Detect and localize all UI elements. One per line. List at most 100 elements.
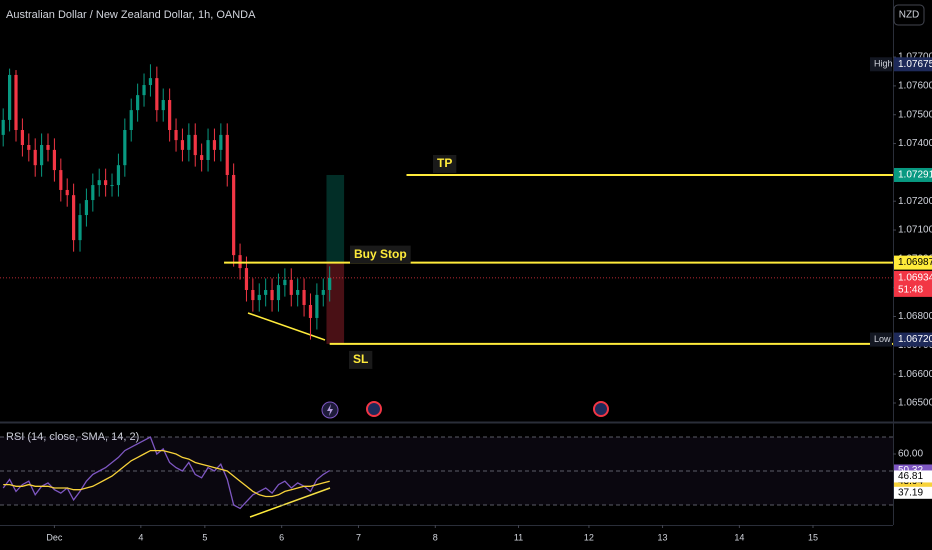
countdown: 51:48 <box>898 285 923 296</box>
x-tick-label: Dec <box>46 532 63 542</box>
candle-body <box>168 100 172 131</box>
candle-body <box>136 95 140 111</box>
x-tick-label: 14 <box>734 532 744 542</box>
candle-body <box>123 130 127 166</box>
level-name: TP <box>437 156 452 170</box>
currency[interactable]: NZD <box>899 10 920 21</box>
candle-body <box>91 185 95 201</box>
marker-tag <box>870 332 892 347</box>
marker-price-label: 1.06720 <box>898 334 932 345</box>
y-tick-label: 1.07200 <box>898 196 932 207</box>
candle-body <box>308 304 313 318</box>
level-name: SL <box>353 352 368 366</box>
candle-body <box>142 85 146 96</box>
candle-body <box>174 130 178 141</box>
candle-body <box>212 140 217 150</box>
candle-body <box>193 134 197 156</box>
y-tick-label: 1.06800 <box>898 311 932 322</box>
candle-body <box>20 130 25 145</box>
candle-body <box>257 294 261 301</box>
candle-body <box>206 140 210 160</box>
candle-body <box>238 255 242 269</box>
candle-body <box>27 144 31 150</box>
candle-body <box>65 189 69 196</box>
rsi-line <box>3 449 330 498</box>
y-tick-label: 1.06500 <box>898 398 932 409</box>
current-price-label: 1.06934 <box>898 273 932 284</box>
level-name-box <box>433 154 457 173</box>
loss-zone <box>326 262 345 344</box>
trendline <box>247 312 326 341</box>
candle-body <box>14 74 18 131</box>
level-price-label: 1.06987 <box>898 257 932 268</box>
candle-body <box>315 294 319 318</box>
level-name-box <box>350 245 411 264</box>
rsi-value-box <box>894 486 932 499</box>
level-name: Buy Stop <box>354 247 407 261</box>
level-name-box <box>349 350 373 369</box>
marker-tag <box>870 57 892 72</box>
profit-zone <box>326 174 345 263</box>
candle-body <box>225 134 229 175</box>
marker-text: Low <box>874 334 891 344</box>
candle-body <box>161 100 165 111</box>
flag-icon[interactable] <box>366 401 382 417</box>
rsi-line <box>2 436 331 510</box>
currency-button[interactable] <box>893 4 925 26</box>
flag-icon[interactable] <box>593 401 609 417</box>
candle-body <box>276 285 281 301</box>
candle-body <box>129 110 133 131</box>
candle-body <box>232 174 236 256</box>
lightning-icon <box>327 404 333 416</box>
y-tick-label: 1.07100 <box>898 225 932 236</box>
x-tick-label: 8 <box>433 532 438 542</box>
candle-body <box>289 279 293 295</box>
candle-body <box>78 215 82 241</box>
candle-body <box>116 165 121 186</box>
candle-body <box>97 180 101 186</box>
candle-body <box>283 279 287 286</box>
rsi-y-tick-label: 60.00 <box>898 449 923 460</box>
candle-body <box>8 74 12 120</box>
y-tick-label: 1.07700 <box>898 52 932 63</box>
y-tick-label: 1.07500 <box>898 109 932 120</box>
candle-body <box>321 289 325 295</box>
x-tick-label: 12 <box>584 532 594 542</box>
y-tick-label: 1.06600 <box>898 369 932 380</box>
candle-body <box>302 289 306 305</box>
y-tick-label: 1.07600 <box>898 81 932 92</box>
x-tick-label: 5 <box>202 532 207 542</box>
marker-price-box <box>894 332 932 347</box>
candle-body <box>1 119 5 135</box>
rsi-value-label: 37.19 <box>898 487 923 498</box>
candle-body <box>251 289 255 301</box>
marker-price-box <box>894 57 932 72</box>
chart-title: Australian Dollar / New Zealand Dollar, … <box>6 9 256 21</box>
x-tick-label: 13 <box>658 532 668 542</box>
x-tick-label: 6 <box>279 532 284 542</box>
candle-body <box>187 134 191 150</box>
candle-body <box>52 149 57 171</box>
x-tick-label: 7 <box>356 532 361 542</box>
candle-body <box>33 149 37 166</box>
candle-body <box>104 180 108 186</box>
marker-price-label: 1.07675 <box>898 59 932 70</box>
x-tick-label: 4 <box>138 532 143 542</box>
candle-body <box>219 134 223 150</box>
level-price-box <box>894 255 932 270</box>
candle-body <box>84 200 89 216</box>
candle-body <box>200 155 204 160</box>
rsi-value-box <box>894 470 932 483</box>
candle-body <box>46 144 50 150</box>
rsi-trendline <box>249 487 331 518</box>
marker-text: High <box>874 59 893 69</box>
rsi-value-label: 46.81 <box>898 471 923 482</box>
current-price-box <box>894 270 932 297</box>
level-price-label: 1.07291 <box>898 170 932 181</box>
candle-body <box>72 195 76 241</box>
candle-body <box>40 144 44 166</box>
candle-body <box>270 289 274 301</box>
candle-body <box>264 289 268 295</box>
candle-body <box>244 268 249 290</box>
candle-body <box>110 185 114 187</box>
